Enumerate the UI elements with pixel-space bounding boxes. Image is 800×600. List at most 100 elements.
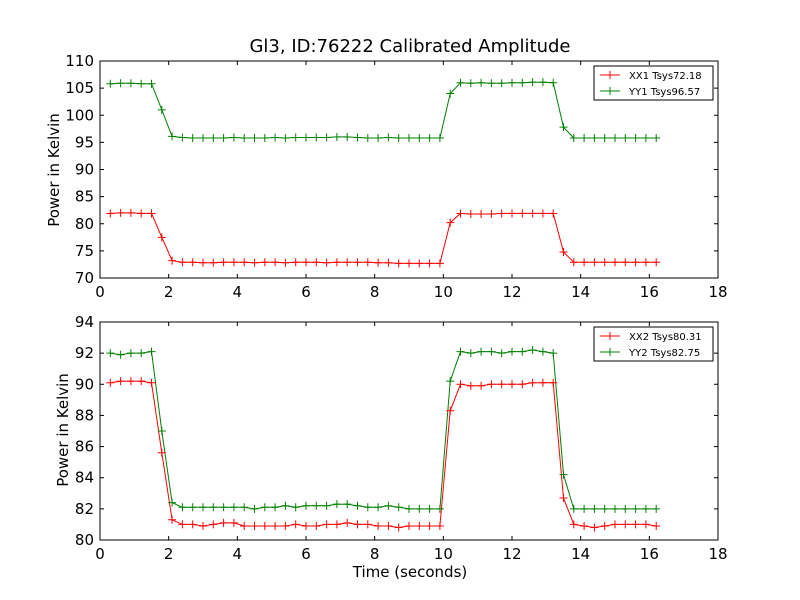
data-point-marker [466, 381, 475, 390]
data-point-marker [600, 521, 609, 530]
data-point-marker [580, 258, 589, 267]
data-point-marker [497, 349, 506, 358]
data-point-marker [363, 520, 372, 529]
x-tick-label: 2 [164, 283, 174, 301]
data-point-marker [106, 378, 115, 387]
data-point-marker [250, 258, 259, 267]
data-point-marker [188, 503, 197, 512]
data-point-marker [147, 209, 156, 218]
data-point-marker [518, 380, 527, 389]
data-point-marker [168, 256, 177, 265]
y-tick-label: 75 [75, 242, 94, 260]
data-point-marker [611, 258, 619, 267]
data-point-marker [621, 134, 630, 143]
data-point-marker [271, 258, 280, 267]
data-point-marker [549, 378, 558, 387]
data-point-marker [425, 134, 434, 143]
data-point-marker [559, 123, 568, 132]
data-point-marker [137, 209, 146, 218]
data-point-marker [611, 520, 619, 529]
data-point-marker [199, 503, 207, 512]
data-point-marker [178, 503, 187, 512]
data-point-marker [188, 134, 197, 143]
x-tick-label: 8 [370, 283, 380, 301]
data-point-marker [569, 504, 578, 513]
y-tick-label: 70 [75, 269, 94, 287]
data-point-marker [497, 79, 506, 88]
x-tick-label: 12 [502, 545, 521, 563]
data-point-marker [260, 503, 269, 512]
data-point-marker [549, 209, 558, 218]
y-tick-label: 92 [75, 344, 94, 362]
y-tick-label: 88 [75, 406, 94, 424]
data-point-marker [229, 258, 238, 267]
data-point-marker [446, 377, 455, 386]
data-point-marker [394, 523, 403, 532]
data-point-marker [219, 134, 228, 143]
data-point-marker [425, 504, 434, 513]
data-point-marker [405, 259, 413, 268]
data-point-marker [538, 378, 547, 387]
data-point-marker [559, 493, 568, 502]
data-point-marker [569, 134, 578, 143]
data-point-marker [147, 79, 156, 88]
data-point-marker [229, 503, 238, 512]
data-point-marker [199, 134, 207, 143]
data-point-marker [405, 134, 413, 143]
data-point-marker [302, 501, 310, 510]
data-point-marker [569, 258, 578, 267]
data-point-marker [487, 209, 496, 218]
data-point-marker [363, 134, 372, 143]
bottom-ticks: 0 2 4 6 8 10 12 14 16 18 80 82 84 86 88 90 92 94 [75, 313, 728, 563]
data-point-marker [435, 521, 444, 530]
data-point-marker [106, 79, 115, 88]
legend-swatch-marker [606, 332, 614, 340]
data-point-marker [456, 347, 465, 356]
data-point-marker [219, 518, 228, 527]
data-point-marker [116, 79, 125, 88]
data-point-marker [600, 504, 609, 513]
data-point-marker [497, 209, 506, 218]
x-axis-label: Time (seconds) [352, 563, 468, 581]
data-point-marker [384, 501, 393, 510]
top-series-markers [106, 78, 661, 268]
legend-swatch-marker [606, 71, 614, 79]
legend-label-yy1: YY1 Tsys96.57 [628, 87, 700, 98]
bottom-series-markers [106, 346, 661, 532]
x-tick-label: 14 [571, 545, 590, 563]
y-tick-label: 80 [75, 215, 94, 233]
chart-title: Gl3, ID:76222 Calibrated Amplitude [249, 36, 570, 57]
y-tick-label: 95 [75, 133, 94, 151]
data-point-marker [611, 504, 619, 513]
data-point-marker [652, 504, 661, 513]
y-tick-label: 100 [65, 106, 94, 124]
data-point-marker [322, 501, 331, 510]
data-point-marker [353, 501, 362, 510]
data-point-marker [178, 133, 187, 142]
legend-swatch-marker [606, 87, 614, 95]
data-point-marker [157, 233, 166, 242]
data-point-marker [466, 349, 475, 358]
top-legend: XX1 Tsys72.18 YY1 Tsys96.57 [593, 65, 714, 101]
data-point-marker [332, 258, 341, 267]
data-point-marker [312, 501, 321, 510]
data-point-marker [147, 347, 156, 356]
x-tick-label: 6 [301, 283, 311, 301]
data-point-marker [456, 209, 465, 218]
data-point-marker [260, 134, 269, 143]
data-point-marker [302, 133, 310, 142]
data-point-marker [343, 132, 352, 141]
data-point-marker [106, 209, 115, 218]
data-point-marker [240, 258, 249, 267]
data-point-marker [631, 134, 640, 143]
x-tick-label: 10 [434, 283, 453, 301]
y-tick-label: 105 [65, 79, 94, 97]
data-point-marker [209, 503, 218, 512]
y-tick-label: 86 [75, 438, 94, 456]
data-point-marker [199, 521, 207, 530]
data-point-marker [446, 406, 455, 415]
legend-entry-xx2: XX2 Tsys80.31 [600, 332, 702, 343]
data-point-marker [116, 377, 125, 386]
data-point-marker [353, 133, 362, 142]
data-point-marker [353, 258, 362, 267]
